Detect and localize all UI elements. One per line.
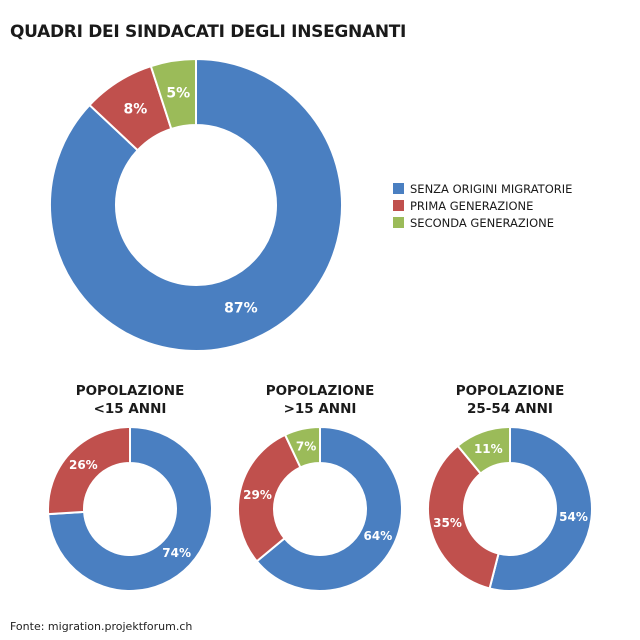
subtitle-25-54: POPOLAZIONE 25-54 ANNI bbox=[415, 382, 605, 418]
chart-title: QUADRI DEI SINDACATI DEGLI INSEGNANTI bbox=[10, 22, 407, 42]
legend-label: PRIMA GENERAZIONE bbox=[410, 198, 534, 213]
legend-item-senza-origini: SENZA ORIGINI MIGRATORIE bbox=[393, 180, 572, 197]
subtitle-line1: POPOLAZIONE bbox=[455, 383, 565, 399]
subtitle-line1: POPOLAZIONE bbox=[265, 383, 375, 399]
donut-slice-seconda-generazione bbox=[149, 57, 197, 131]
legend-item-seconda-generazione: SECONDA GENERAZIONE bbox=[393, 214, 572, 231]
donut-slice-prima-generazione bbox=[47, 425, 131, 516]
source-note: Fonte: migration.projektforum.ch bbox=[10, 620, 193, 633]
donut-slice-senza-origini bbox=[255, 425, 403, 592]
donut-slice-seconda-generazione bbox=[456, 425, 511, 475]
data-label-senza-origini: 64% bbox=[364, 529, 393, 543]
legend-swatch bbox=[393, 200, 404, 211]
donut-slice-senza-origini bbox=[47, 425, 213, 592]
legend: SENZA ORIGINI MIGRATORIE PRIMA GENERAZIO… bbox=[393, 180, 572, 231]
subtitle-line2: <15 ANNI bbox=[93, 401, 167, 417]
legend-swatch bbox=[393, 217, 404, 228]
data-label-prima-generazione: 26% bbox=[69, 458, 98, 472]
data-label-prima-generazione: 35% bbox=[433, 516, 462, 530]
subtitle-over-15: POPOLAZIONE >15 ANNI bbox=[225, 382, 415, 418]
data-label-seconda-generazione: 11% bbox=[474, 442, 503, 456]
legend-label: SECONDA GENERAZIONE bbox=[410, 215, 555, 230]
donut-slice-senza-origini bbox=[49, 57, 343, 352]
donut-slice-senza-origini bbox=[488, 425, 593, 592]
subtitle-line2: 25-54 ANNI bbox=[467, 401, 553, 417]
data-label-senza-origini: 87% bbox=[224, 301, 258, 317]
data-label-prima-generazione: 8% bbox=[124, 102, 148, 118]
data-label-seconda-generazione: 5% bbox=[166, 85, 190, 101]
subtitle-under-15: POPOLAZIONE <15 ANNI bbox=[35, 382, 225, 418]
data-label-prima-generazione: 29% bbox=[243, 488, 272, 502]
donut-slice-prima-generazione bbox=[237, 433, 302, 563]
legend-item-prima-generazione: PRIMA GENERAZIONE bbox=[393, 197, 572, 214]
donut-slice-seconda-generazione bbox=[283, 425, 321, 469]
donut-slice-prima-generazione bbox=[427, 444, 500, 590]
subtitle-line1: POPOLAZIONE bbox=[75, 383, 185, 399]
subtitle-line2: >15 ANNI bbox=[283, 401, 357, 417]
legend-label: SENZA ORIGINI MIGRATORIE bbox=[410, 181, 573, 196]
data-label-senza-origini: 74% bbox=[162, 546, 191, 560]
legend-swatch bbox=[393, 183, 404, 194]
data-label-senza-origini: 54% bbox=[559, 510, 588, 524]
data-label-seconda-generazione: 7% bbox=[296, 440, 316, 454]
